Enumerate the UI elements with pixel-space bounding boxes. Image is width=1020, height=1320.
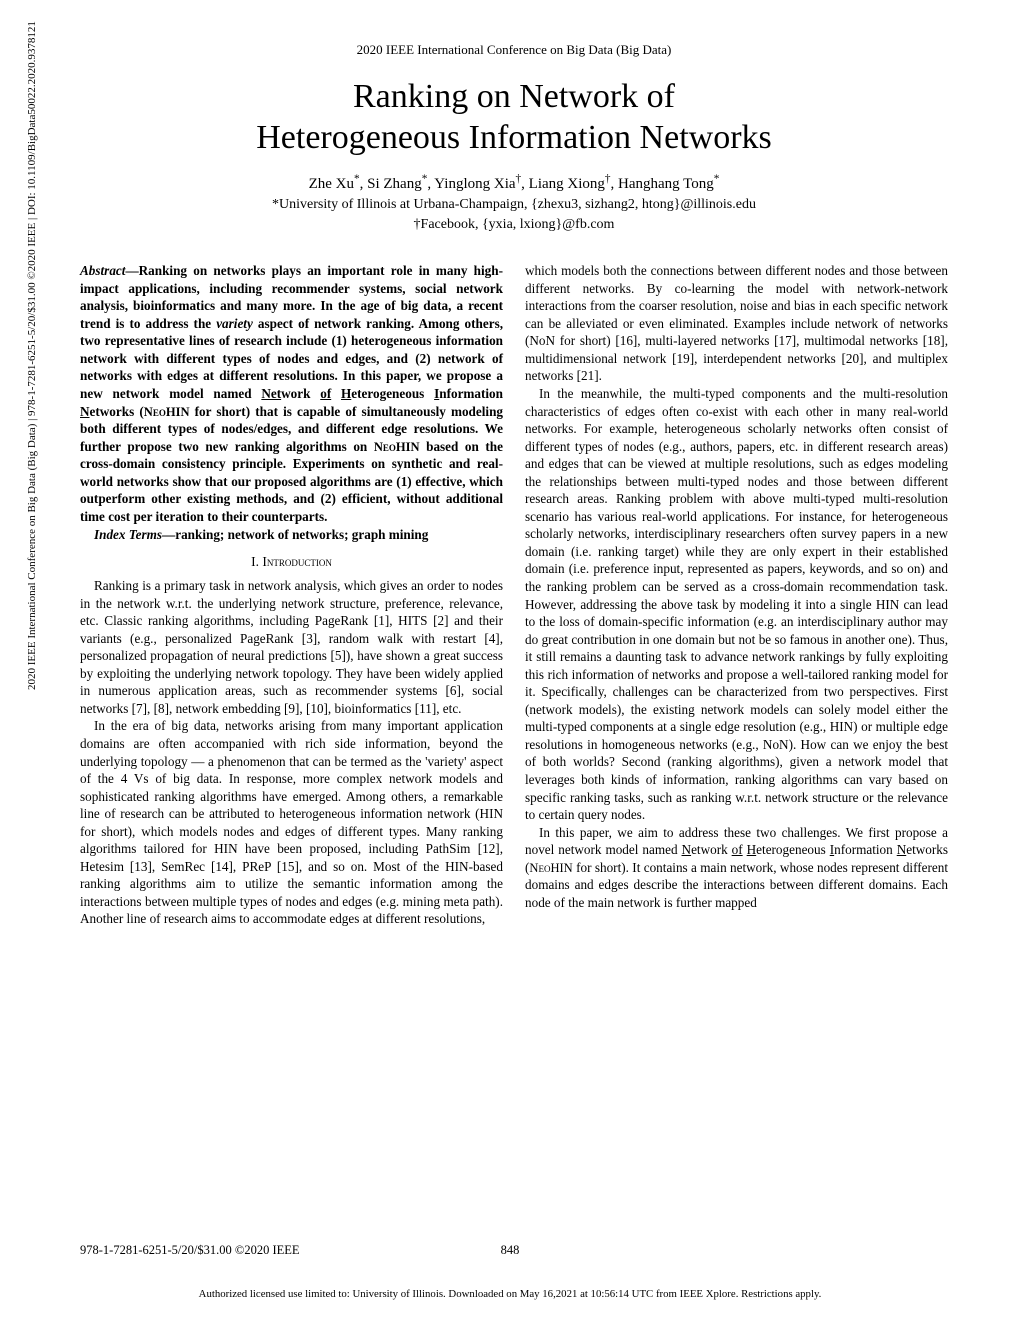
- right-column: which models both the connections betwee…: [525, 262, 948, 928]
- conference-header: 2020 IEEE International Conference on Bi…: [80, 42, 948, 58]
- page-number: 848: [501, 1243, 520, 1258]
- neo-n3: of: [320, 386, 331, 401]
- neo-n2: work: [281, 386, 320, 401]
- neo-n4: [331, 386, 341, 401]
- neohin-caps-3: NeoHIN: [529, 861, 572, 875]
- abstract-variety: variety: [216, 316, 253, 331]
- affiliation-2: †Facebook, {yxia, lxiong}@fb.com: [414, 217, 615, 232]
- rn5: H: [747, 842, 757, 857]
- right-p2: In the meanwhile, the multi-typed compon…: [525, 385, 948, 824]
- neo-n6: eterogeneous: [351, 386, 434, 401]
- index-terms-body: —ranking; network of networks; graph min…: [162, 527, 428, 542]
- right-p3-b: for short). It contains a main network, …: [525, 860, 948, 910]
- abstract: Abstract—Ranking on networks plays an im…: [80, 262, 503, 525]
- rn3: of: [732, 842, 743, 857]
- abstract-label: Abstract: [80, 263, 125, 278]
- section-1-heading: I. Introduction: [80, 553, 503, 571]
- rn6: eterogeneous: [756, 842, 830, 857]
- neohin-caps-1: NeoHIN: [144, 405, 190, 419]
- right-p3: In this paper, we aim to address these t…: [525, 824, 948, 912]
- authors-line: Zhe Xu*, Si Zhang*, Yinglong Xia†, Liang…: [80, 173, 948, 193]
- two-column-body: Abstract—Ranking on networks plays an im…: [80, 262, 948, 928]
- neo-n8: nformation: [439, 386, 503, 401]
- rn8: nformation: [834, 842, 897, 857]
- title-line-2: Heterogeneous Information Networks: [256, 119, 772, 156]
- rn9: N: [897, 842, 907, 857]
- index-terms: Index Terms—ranking; network of networks…: [80, 526, 503, 544]
- rn2: etwork: [691, 842, 732, 857]
- footer-isbn: 978-1-7281-6251-5/20/$31.00 ©2020 IEEE: [80, 1243, 300, 1258]
- left-column: Abstract—Ranking on networks plays an im…: [80, 262, 503, 928]
- neo-n1: Net: [261, 386, 281, 401]
- right-p1: which models both the connections betwee…: [525, 262, 948, 385]
- rn1: N: [682, 842, 692, 857]
- neo-n10: etworks (: [90, 404, 144, 419]
- neo-n9: N: [80, 404, 90, 419]
- affiliation-1: *University of Illinois at Urbana-Champa…: [272, 197, 756, 212]
- intro-p1: Ranking is a primary task in network ana…: [80, 577, 503, 717]
- neohin-caps-2: NeoHIN: [374, 440, 420, 454]
- intro-p2: In the era of big data, networks arising…: [80, 717, 503, 928]
- side-metadata: 2020 IEEE International Conference on Bi…: [26, 21, 38, 690]
- index-terms-label: Index Terms: [94, 527, 162, 542]
- affiliations: *University of Illinois at Urbana-Champa…: [80, 195, 948, 234]
- neo-n5: H: [341, 386, 351, 401]
- title-line-1: Ranking on Network of: [353, 78, 675, 115]
- license-footer: Authorized licensed use limited to: Univ…: [199, 1288, 822, 1300]
- paper-title: Ranking on Network of Heterogeneous Info…: [80, 76, 948, 159]
